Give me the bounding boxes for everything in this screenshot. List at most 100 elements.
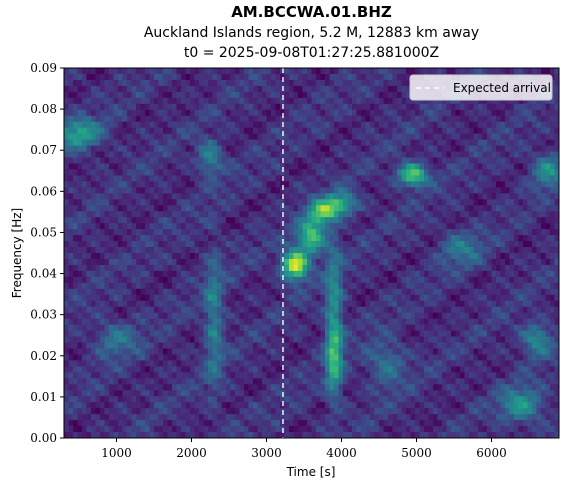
heatmap-cell [122,193,128,200]
heatmap-cell [212,258,218,266]
heatmap-cell [226,294,232,302]
heatmap-cell [329,384,335,391]
heatmap-cell [361,360,367,367]
heatmap-cell [352,253,358,260]
heatmap-cell [176,378,182,385]
heatmap-cell [343,133,349,141]
heatmap-cell [118,68,124,75]
heatmap-cell [136,79,142,87]
heatmap-cell [320,193,326,200]
heatmap-cell [356,414,362,421]
heatmap-cell [82,306,88,314]
heatmap-cell [122,360,128,367]
heatmap-cell [302,205,308,212]
heatmap-cell [406,163,412,171]
heatmap-cell [190,193,196,200]
heatmap-cell [415,384,421,391]
heatmap-cell [226,229,232,236]
heatmap-cell [365,229,371,236]
heatmap-cell [127,187,133,194]
heatmap-cell [289,91,295,99]
heatmap-cell [361,127,367,135]
heatmap-cell [298,199,304,206]
heatmap-cell [239,187,245,194]
heatmap-cell [316,199,322,206]
heatmap-cell [136,366,142,373]
heatmap-cell [154,68,160,75]
heatmap-cell [280,79,286,87]
heatmap-cell [190,181,196,188]
heatmap-cell [392,420,398,427]
heatmap-cell [302,330,308,338]
heatmap-cell [401,241,407,248]
heatmap-cell [86,217,92,224]
heatmap-cell [338,306,344,314]
heatmap-cell [154,312,160,320]
heatmap-cell [343,414,349,421]
heatmap-cell [64,288,70,296]
heatmap-cell [289,85,295,93]
heatmap-cell [401,288,407,296]
heatmap-cell [226,318,232,326]
heatmap-cell [419,276,425,284]
heatmap-cell [230,97,236,105]
heatmap-cell [415,133,421,141]
heatmap-cell [68,103,74,111]
heatmap-cell [379,414,385,421]
heatmap-cell [284,312,290,320]
heatmap-cell [203,139,209,147]
heatmap-cell [406,378,412,385]
heatmap-cell [181,109,187,117]
heatmap-cell [181,235,187,242]
heatmap-cell [149,157,155,165]
heatmap-cell [392,205,398,212]
heatmap-cell [379,217,385,224]
heatmap-cell [68,258,74,266]
heatmap-cell [392,139,398,147]
heatmap-cell [352,211,358,218]
heatmap-cell [190,270,196,278]
heatmap-cell [401,103,407,111]
heatmap-cell [208,187,214,194]
heatmap-cell [253,366,259,373]
heatmap-cell [347,384,353,391]
heatmap-cell [257,414,263,421]
heatmap-cell [266,258,272,266]
heatmap-cell [388,181,394,188]
heatmap-cell [145,235,151,242]
heatmap-cell [284,181,290,188]
heatmap-cell [118,139,124,147]
heatmap-cell [68,91,74,99]
heatmap-cell [181,103,187,111]
heatmap-cell [181,205,187,212]
heatmap-cell [325,187,331,194]
heatmap-cell [356,324,362,332]
heatmap-cell [347,342,353,350]
heatmap-cell [347,402,353,409]
heatmap-cell [221,372,227,379]
heatmap-cell [293,282,299,290]
heatmap-cell [419,270,425,278]
heatmap-cell [275,366,281,373]
heatmap-cell [91,366,97,373]
heatmap-cell [118,330,124,338]
heatmap-cell [77,336,83,344]
heatmap-cell [293,235,299,242]
heatmap-cell [316,294,322,302]
heatmap-cell [293,390,299,397]
heatmap-cell [113,217,119,224]
heatmap-cell [176,121,182,129]
heatmap-cell [361,276,367,284]
heatmap-cell [118,342,124,350]
heatmap-cell [82,324,88,332]
heatmap-cell [406,121,412,129]
heatmap-cell [266,68,272,75]
heatmap-cell [383,127,389,135]
heatmap-cell [163,372,169,379]
heatmap-cell [181,115,187,123]
chart-title: AM.BCCWA.01.BHZ [231,3,392,21]
heatmap-cell [167,139,173,147]
heatmap-cell [181,384,187,391]
heatmap-cell [329,378,335,385]
heatmap-cell [86,294,92,302]
